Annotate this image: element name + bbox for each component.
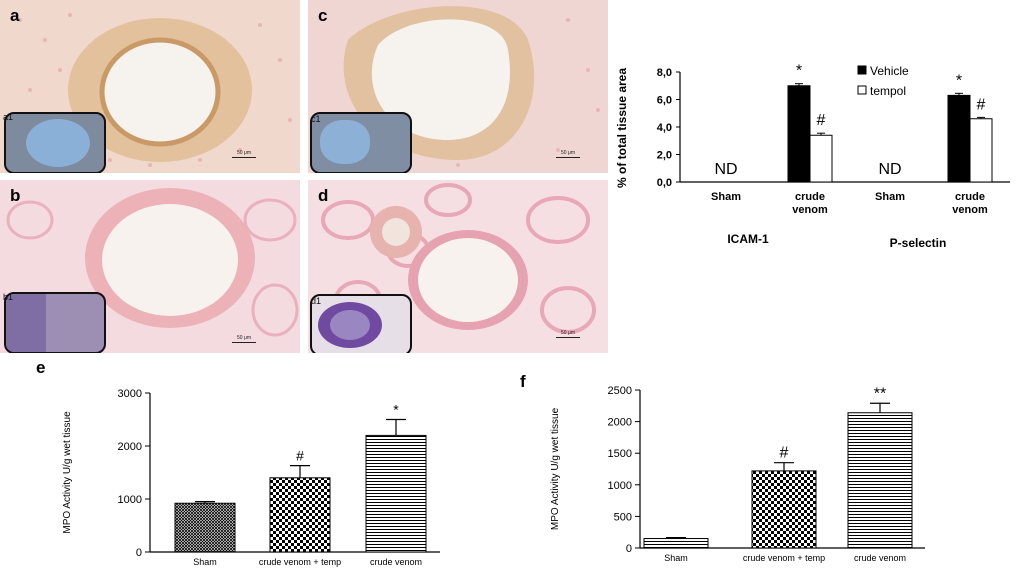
legend-swatch — [857, 65, 867, 75]
inset-d1 — [310, 294, 412, 353]
significance-mark: # — [817, 112, 826, 129]
y-axis-label: % of total tissue area — [615, 68, 629, 188]
y-tick-label: 500 — [614, 511, 632, 523]
category-label: crude — [795, 191, 825, 203]
micrograph-d-image — [308, 180, 608, 353]
inset-c1 — [310, 112, 412, 173]
legend-label: Vehicle — [870, 64, 909, 78]
bar — [969, 118, 993, 183]
legend-label: tempol — [870, 84, 906, 98]
chart-mpo-f: 0 500 1000 1500 2000 2500 MPO Activity U/g wet… — [550, 385, 925, 563]
scale-bar-label: 50 μm — [237, 335, 251, 341]
scale-bar-label: 50 μm — [561, 150, 575, 156]
bar — [269, 477, 331, 553]
y-tick-label: 1000 — [118, 494, 142, 506]
category-label: venom — [792, 204, 828, 216]
category-label: Sham — [711, 191, 741, 203]
panel-label-e: e — [36, 358, 46, 377]
scale-bar-d: 50 μm — [556, 330, 580, 338]
scale-bar-b: 50 μm — [232, 335, 256, 343]
y-tick-label: 2000 — [118, 441, 142, 453]
category-label: Sham — [193, 557, 217, 567]
inset-label-a1: a1 — [3, 112, 14, 122]
panel-label-c: c — [318, 6, 328, 25]
chart-mpo-e: 0 1000 2000 3000 MPO Activity U/g wet tissue… — [62, 388, 440, 567]
scale-bar-label: 50 μm — [561, 330, 575, 336]
nd-label: ND — [714, 161, 737, 178]
y-tick-label: 1000 — [608, 480, 632, 492]
y-axis-label: MPO Activity U/g wet tissue — [550, 407, 561, 530]
y-tick-label: 8,0 — [657, 67, 672, 79]
significance-mark: ** — [874, 385, 886, 402]
significance-mark: * — [796, 63, 802, 80]
category-label: crude venom — [370, 557, 422, 567]
nd-label: ND — [878, 161, 901, 178]
bar — [365, 434, 427, 553]
inset-label-b1: b1 — [3, 292, 14, 302]
micrograph-d: 50 μm d d1 — [308, 180, 608, 353]
category-label: Sham — [875, 191, 905, 203]
y-tick-label: 0,0 — [657, 177, 672, 189]
y-tick-label: 0 — [626, 543, 632, 555]
significance-mark: # — [296, 448, 304, 464]
category-label: crude venom + temp — [259, 557, 341, 567]
bar — [643, 538, 709, 549]
y-tick-label: 2000 — [608, 417, 632, 429]
chart-adhesion-plot: 0,0 2,0 4,0 6,0 8,0 % of total tissue area Sha… — [615, 63, 1010, 250]
y-tick-label: 6,0 — [657, 95, 672, 107]
category-label: crude venom — [854, 553, 906, 563]
inset-label-d1: d1 — [311, 296, 322, 306]
micrograph-b: 50 μm b b1 — [0, 180, 300, 353]
micrograph-a: 50 μm a a1 — [0, 0, 300, 173]
category-label: venom — [952, 204, 988, 216]
category-label: Sham — [664, 553, 688, 563]
bar — [809, 134, 833, 183]
significance-mark: # — [780, 445, 789, 462]
bar — [751, 470, 817, 549]
y-tick-label: 2500 — [608, 385, 632, 397]
bar — [174, 502, 236, 553]
panel-label-f: f — [520, 372, 526, 391]
panel-label-a: a — [10, 6, 20, 25]
significance-mark: # — [977, 96, 986, 113]
group-label: ICAM-1 — [727, 232, 769, 246]
bar — [847, 412, 913, 549]
panel-label-b: b — [10, 186, 21, 205]
legend-swatch — [857, 85, 867, 95]
scale-bar-label: 50 μm — [237, 150, 251, 156]
bar — [787, 85, 811, 183]
scale-bar-a: 50 μm — [232, 150, 256, 158]
scale-bar-c: 50 μm — [556, 150, 580, 158]
y-tick-label: 2,0 — [657, 150, 672, 162]
micrograph-c: 50 μm c c1 — [308, 0, 608, 173]
y-tick-label: 1500 — [608, 448, 632, 460]
panel-label-d: d — [318, 186, 329, 205]
inset-a1 — [4, 112, 106, 173]
y-axis-label: MPO Activity U/g wet tissue — [62, 411, 73, 534]
inset-label-c1: c1 — [311, 114, 321, 124]
category-label: crude — [955, 191, 985, 203]
y-tick-label: 3000 — [118, 388, 142, 400]
significance-mark: * — [393, 402, 399, 418]
y-tick-label: 0 — [136, 547, 142, 559]
category-label: crude venom + temp — [743, 553, 825, 563]
bar — [947, 94, 971, 183]
significance-mark: * — [956, 72, 962, 89]
inset-b1 — [4, 292, 106, 353]
y-tick-label: 4,0 — [657, 122, 672, 134]
group-label: P-selectin — [890, 236, 947, 250]
